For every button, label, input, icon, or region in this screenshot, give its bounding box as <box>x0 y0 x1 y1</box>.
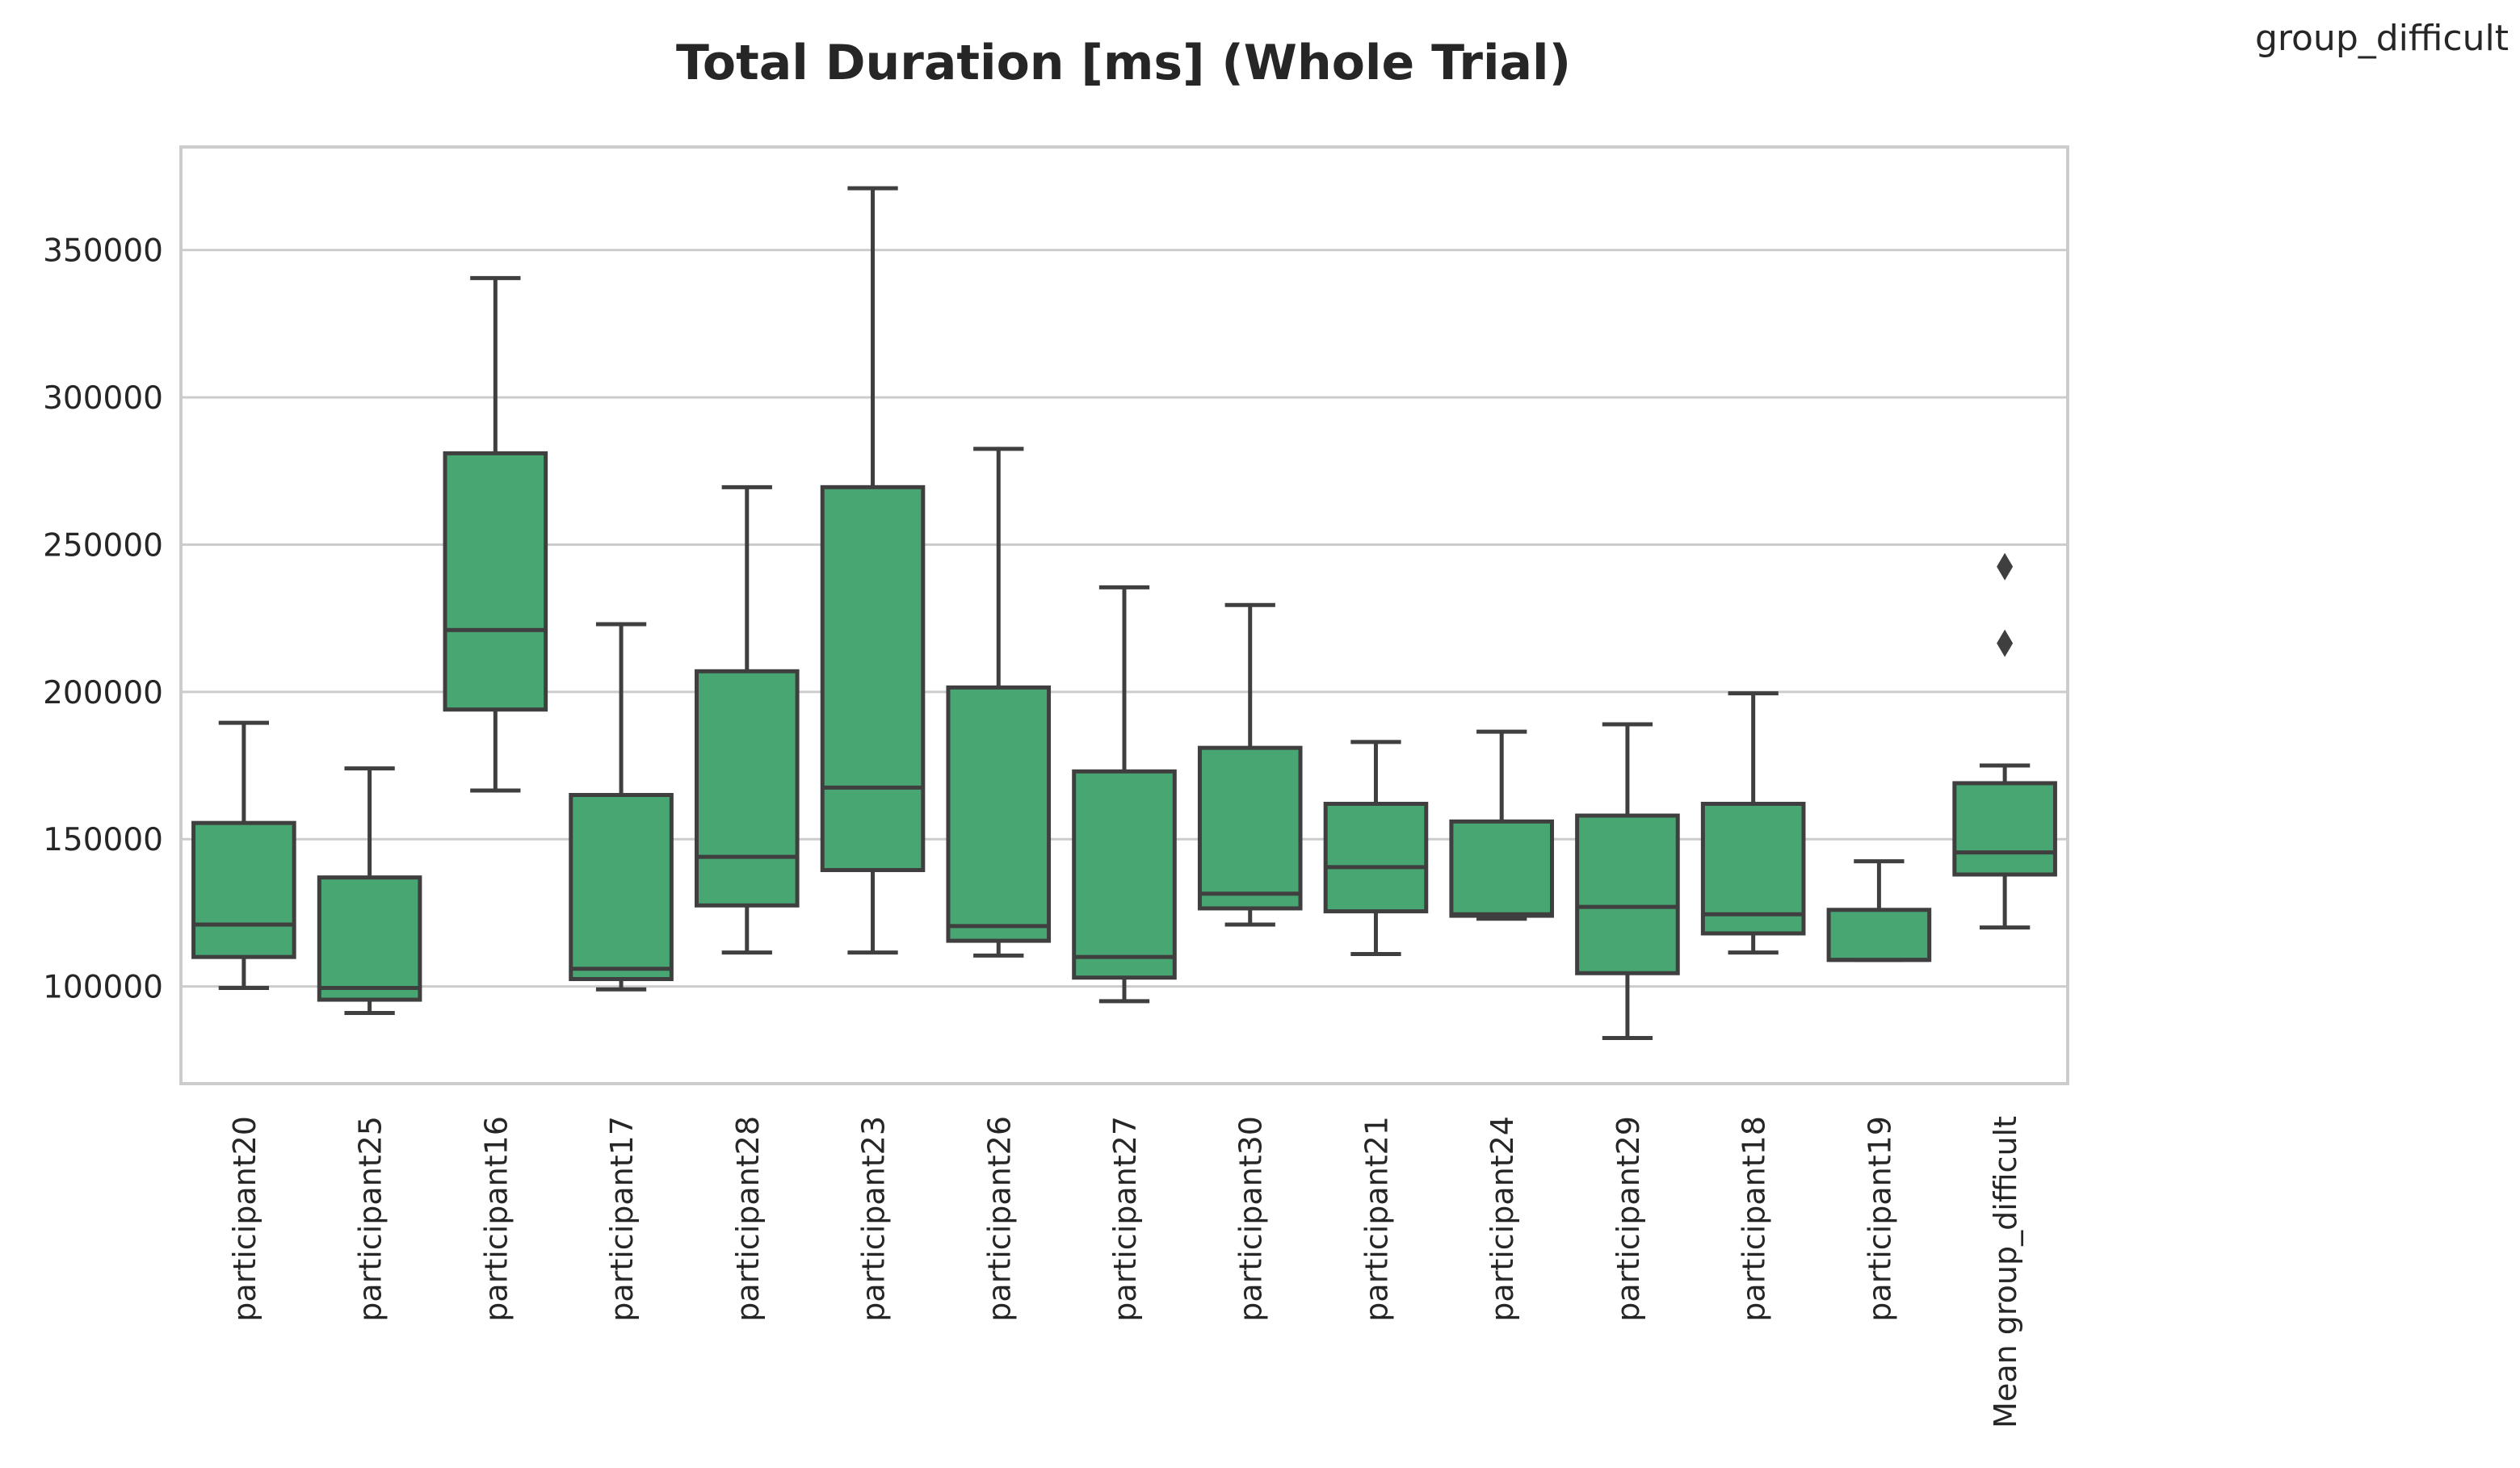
x-tick-label: participant30 <box>1233 1116 1269 1322</box>
y-axis: 100000 150000 200000 250000 300000 350000 <box>43 233 163 1006</box>
x-tick-label: participant17 <box>604 1116 640 1322</box>
box-group <box>695 484 800 955</box>
plot-area-frame <box>179 145 2069 1085</box>
box-group <box>1072 585 1177 1004</box>
y-tick-label: 100000 <box>43 970 163 1006</box>
box-series <box>191 186 2057 1040</box>
box <box>191 820 296 959</box>
box-group <box>1575 722 1680 1040</box>
figure-corner-label: group_difficult <box>2254 18 2509 59</box>
outlier-point <box>1997 552 2014 581</box>
y-tick-label: 150000 <box>43 822 163 858</box>
box-group <box>569 622 674 992</box>
box-group <box>317 766 422 1015</box>
box <box>317 875 422 1002</box>
box <box>820 484 926 873</box>
outlier-point <box>1997 629 2014 657</box>
box-group <box>191 720 296 990</box>
y-tick-label: 350000 <box>43 233 163 270</box>
box <box>1072 769 1177 980</box>
x-tick-label: participant20 <box>227 1116 262 1322</box>
box-group <box>1700 691 1806 955</box>
y-tick-label: 200000 <box>43 675 163 711</box>
y-tick-label: 300000 <box>43 380 163 417</box>
x-tick-label: participant29 <box>1611 1116 1646 1322</box>
box <box>695 669 800 908</box>
box-group <box>820 186 926 955</box>
box <box>569 793 674 982</box>
box-group <box>946 447 1052 958</box>
box-group <box>1449 729 1554 921</box>
box-group <box>1197 602 1303 927</box>
box <box>946 685 1052 943</box>
x-tick-label: participant27 <box>1107 1116 1143 1322</box>
box-group <box>443 275 548 793</box>
box <box>1952 781 2057 877</box>
x-tick-label: participant16 <box>478 1116 514 1322</box>
box-group <box>1826 859 1932 963</box>
x-tick-label: participant25 <box>353 1116 388 1322</box>
box <box>1197 745 1303 911</box>
box-group <box>1952 552 2057 930</box>
x-tick-label: participant24 <box>1485 1116 1520 1322</box>
x-tick-label: participant28 <box>730 1116 766 1322</box>
y-tick-label: 250000 <box>43 527 163 564</box>
box-group <box>1323 740 1429 956</box>
x-tick-label: participant23 <box>856 1116 892 1322</box>
chart-title: Total Duration [ms] (Whole Trial) <box>676 35 1571 91</box>
box <box>1323 801 1429 914</box>
x-tick-label: participant19 <box>1862 1116 1897 1322</box>
x-tick-label: Mean group_difficult <box>1988 1116 2023 1428</box>
x-axis: participant20 participant25 participant16 p… <box>227 1116 2023 1428</box>
box <box>1826 908 1932 963</box>
x-tick-label: participant26 <box>981 1116 1017 1322</box>
x-tick-label: participant21 <box>1359 1116 1394 1322</box>
x-tick-label: participant18 <box>1737 1116 1772 1322</box>
box <box>1449 819 1554 918</box>
box <box>443 451 548 712</box>
box <box>1700 801 1806 936</box>
box <box>1575 813 1680 975</box>
